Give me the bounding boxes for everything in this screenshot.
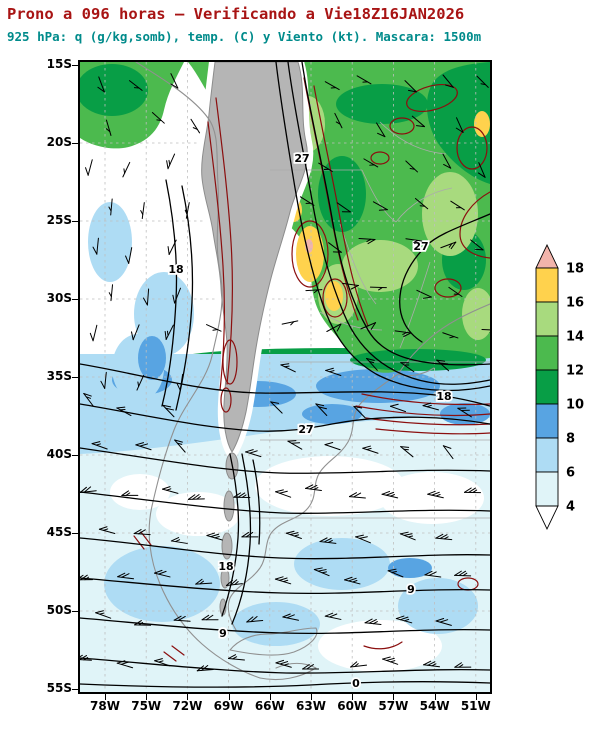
colorbar-level-label: 6 [566, 466, 575, 481]
colorbar-level-label: 4 [566, 500, 575, 515]
y-axis-tick-label: 50S [46, 603, 72, 617]
temp-contour-label: 27 [413, 240, 428, 253]
x-axis-tick-label: 57W [378, 699, 409, 713]
x-axis-tick-mark [269, 694, 271, 700]
y-axis-tick-label: 30S [46, 291, 72, 305]
coastline-layer [135, 62, 490, 681]
y-axis-tick-mark [72, 533, 78, 534]
y-axis-tick-label: 20S [46, 135, 72, 149]
x-axis-tick-label: 54W [419, 699, 450, 713]
temp-contour-label: 18 [218, 560, 233, 573]
x-axis-tick-label: 63W [296, 699, 326, 713]
colorbar-level-label: 16 [566, 296, 584, 311]
humidity-shading-layer [80, 62, 490, 692]
contour-label-layer: 27 27 18 18 27 18 9 9 0 [167, 150, 454, 692]
temp-contour-label: 27 [298, 423, 313, 436]
x-axis-tick-label: 69W [213, 699, 244, 713]
y-axis-tick-label: 45S [46, 525, 72, 539]
x-axis-tick-mark [187, 694, 189, 700]
y-axis-tick-mark [72, 143, 78, 144]
colorbar: 18 16 14 12 10 8 6 4 [532, 243, 600, 540]
x-axis-tick-label: 51W [460, 699, 491, 713]
y-axis-tick-mark [72, 455, 78, 456]
x-axis-tick-mark [352, 694, 354, 700]
wind-barb-layer [80, 73, 490, 672]
colorbar-level-label: 12 [566, 364, 584, 379]
x-axis-tick-mark [434, 694, 436, 700]
x-axis-tick-label: 60W [337, 699, 368, 713]
colorbar-level-label: 14 [566, 330, 584, 345]
colorbar-level-label: 18 [566, 262, 584, 277]
temp-contour-label: 27 [294, 152, 309, 165]
y-axis-tick-mark [72, 65, 78, 66]
map-canvas: 27 27 18 18 27 18 9 9 0 [80, 62, 490, 692]
x-axis-tick-label: 75W [131, 699, 162, 713]
temp-contour-label: 9 [219, 627, 227, 640]
x-axis-tick-label: 72W [172, 699, 203, 713]
map-frame: 27 27 18 18 27 18 9 9 0 [78, 60, 492, 694]
y-axis-tick-mark [72, 689, 78, 690]
y-axis-tick-label: 40S [46, 447, 72, 461]
x-axis-tick-label: 66W [254, 699, 285, 713]
y-axis-tick-mark [72, 377, 78, 378]
x-axis-tick-mark [311, 694, 312, 700]
x-axis-tick-mark [228, 694, 230, 700]
y-axis-tick-label: 15S [46, 57, 72, 71]
x-axis-tick-mark [393, 694, 395, 700]
colorbar-level-label: 10 [566, 398, 584, 413]
y-axis-tick-label: 55S [46, 681, 72, 695]
chart-title-line2: 925 hPa: q (g/kg,somb), temp. (C) y Vien… [7, 29, 482, 44]
border-lines-layer [250, 121, 490, 519]
y-axis-tick-mark [72, 221, 78, 222]
temp-contour-label: 0 [352, 677, 360, 690]
temp-contour-label: 18 [436, 390, 451, 403]
colorbar-level-label: 8 [566, 432, 575, 447]
x-axis-tick-label: 78W [90, 699, 120, 713]
x-axis-tick-mark [475, 694, 477, 700]
temp-contour-layer [80, 62, 490, 688]
y-axis-tick-mark [72, 299, 78, 300]
colorbar-canvas: 18 16 14 12 10 8 6 4 [535, 243, 584, 531]
y-axis-tick-mark [72, 611, 78, 612]
chart-title-line1: Prono a 096 horas — Verificando a Vie18Z… [7, 5, 465, 23]
temp-contour-label: 18 [168, 263, 183, 276]
temp-contour-label: 9 [407, 583, 415, 596]
y-axis-tick-label: 25S [46, 213, 72, 227]
x-axis-tick-mark [146, 694, 148, 700]
y-axis-tick-label: 35S [46, 369, 72, 383]
x-axis-tick-mark [105, 694, 106, 700]
